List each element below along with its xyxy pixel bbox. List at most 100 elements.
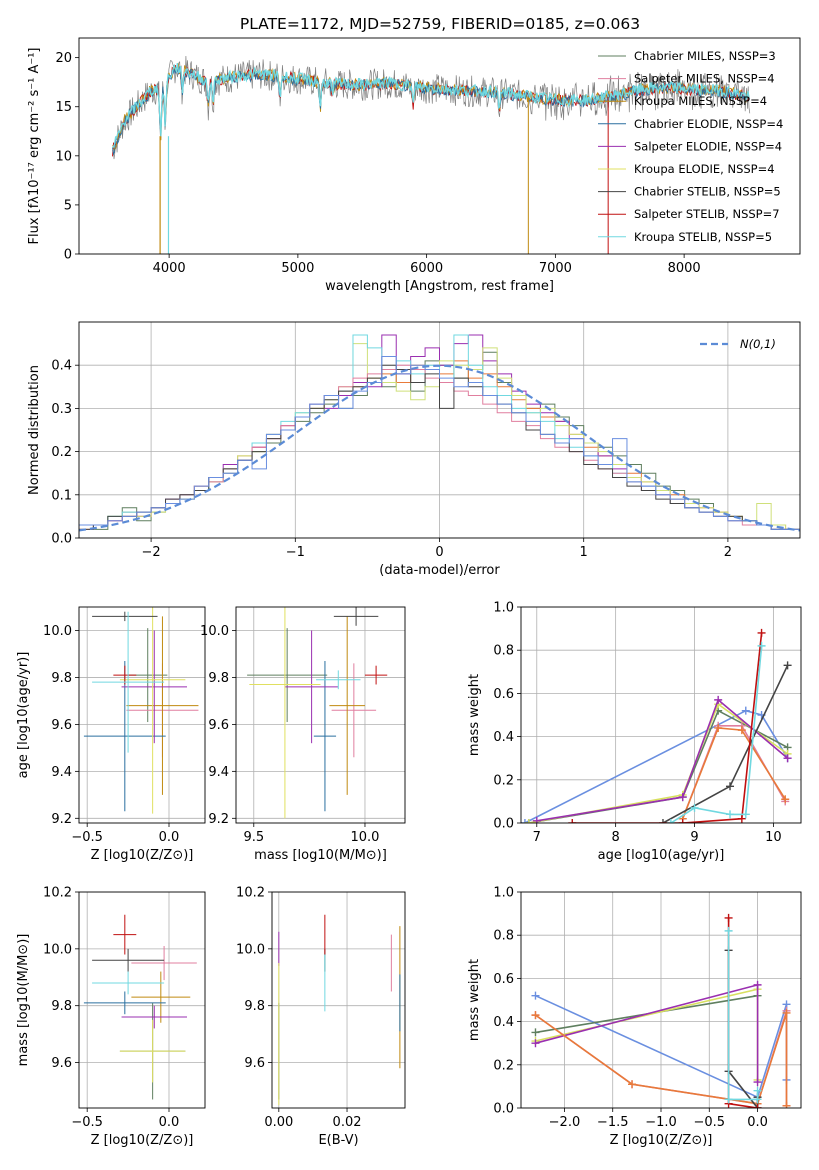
y-tick-label: 20 bbox=[55, 51, 72, 66]
y-tick-label: 0.8 bbox=[493, 644, 514, 659]
x-tick-label: −0.5 bbox=[71, 830, 103, 845]
x-tick-label: −1.0 bbox=[645, 1115, 677, 1130]
mass-weight-marker-kroupa_miles bbox=[782, 1101, 791, 1108]
mass-weight-marker-kroupa_miles bbox=[714, 723, 723, 732]
mass-weight-marker-chabrier_stelib bbox=[658, 819, 667, 823]
mass-weight-marker-salpeter_stelib bbox=[757, 628, 766, 637]
x-axis-label: Z [log10(Z/Z⊙)] bbox=[91, 848, 194, 863]
mass-weight-marker-salpeter_stelib bbox=[753, 1104, 762, 1108]
mass-weight-marker-salpeter_elodie bbox=[531, 1039, 540, 1048]
y-axis-label: Flux [fλ10⁻¹⁷ erg cm⁻² s⁻¹ A⁻¹] bbox=[27, 48, 42, 245]
x-tick-label: 0 bbox=[435, 545, 443, 560]
mass-weight-marker-kroupa_stelib bbox=[741, 810, 750, 819]
mass-weight-marker-kroupa_miles bbox=[737, 726, 746, 735]
mass-weight-marker-kroupa_miles bbox=[628, 1080, 637, 1089]
plot-area-mass_weight_vs_Z bbox=[521, 892, 801, 1108]
y-axis-label: mass weight bbox=[467, 674, 482, 756]
panel-age_vs_mass: 9.5 10.0 9.2 9.4 9.6 9.8 10.0 mass [log10(M/M⊙)… bbox=[200, 606, 406, 863]
y-axis-label: mass [log10(M/M⊙)] bbox=[16, 934, 31, 1067]
legend-label-normal: N(0,1) bbox=[740, 337, 776, 351]
y-tick-label: 0.4 bbox=[51, 359, 72, 374]
legend-label-kroupa_elodie: Kroupa ELODIE, NSSP=4 bbox=[634, 162, 775, 176]
x-tick-label: 0.02 bbox=[333, 1115, 362, 1130]
legend-label-chabrier_miles: Chabrier MILES, NSSP=3 bbox=[634, 49, 776, 63]
mass-weight-marker-kroupa_elodie bbox=[524, 819, 533, 823]
y-axis-label: mass weight bbox=[467, 959, 482, 1041]
mass-weight-line-salpeter_elodie bbox=[536, 698, 789, 822]
mass-weight-marker-salpeter_stelib bbox=[724, 913, 733, 922]
plot-area-residuals bbox=[79, 322, 800, 538]
mass-weight-line-kroupa_stelib bbox=[727, 930, 759, 1101]
x-tick-label: 10.0 bbox=[350, 830, 379, 845]
y-tick-label: 10.2 bbox=[43, 886, 72, 901]
axes-frame bbox=[78, 321, 801, 539]
x-tick-label: 7 bbox=[533, 830, 541, 845]
legend-label-salpeter_miles: Salpeter MILES, NSSP=4 bbox=[634, 72, 775, 86]
mass-weight-marker-chabrier_elodie bbox=[521, 819, 529, 823]
x-tick-label: 0.0 bbox=[747, 1115, 768, 1130]
model-spectrum-kroupa_stelib bbox=[112, 63, 750, 149]
x-axis-label: Z [log10(Z/Z⊙)] bbox=[91, 1133, 194, 1148]
y-axis-label: age [log10(age/yr)] bbox=[16, 652, 31, 779]
y-tick-label: 0.8 bbox=[493, 929, 514, 944]
y-tick-label: 0.4 bbox=[493, 730, 514, 745]
y-tick-label: 15 bbox=[55, 100, 72, 115]
panel-mass_weight_vs_Z: −2.0 −1.5 −1.0 −0.5 0.0 0.0 0.2 0.4 0.6 0.8 1.0 Z [… bbox=[467, 886, 802, 1148]
axes-frame bbox=[78, 37, 801, 255]
plot-area-spectrum bbox=[112, 55, 751, 254]
x-axis-label: E(B-V) bbox=[318, 1133, 358, 1148]
y-tick-label: 9.6 bbox=[51, 718, 72, 733]
y-tick-label: 0.0 bbox=[51, 532, 72, 547]
y-tick-label: 9.8 bbox=[51, 999, 72, 1014]
x-tick-label: 0.00 bbox=[264, 1115, 293, 1130]
mass-weight-marker-salpeter_stelib bbox=[568, 819, 577, 823]
axes-frame bbox=[235, 606, 406, 824]
x-tick-label: 7000 bbox=[539, 261, 572, 276]
plot-area-age_vs_Z bbox=[79, 607, 205, 823]
mass-weight-line-chabrier_stelib bbox=[727, 950, 759, 1108]
mass-weight-marker-kroupa_stelib bbox=[753, 1086, 762, 1095]
mass-weight-marker-kroupa_stelib bbox=[690, 803, 699, 812]
mass-weight-marker-salpeter_stelib bbox=[678, 819, 687, 823]
mass-weight-marker-salpeter_elodie bbox=[678, 793, 687, 802]
mass-weight-marker-kroupa_miles bbox=[781, 795, 790, 804]
y-tick-label: 9.6 bbox=[244, 1056, 265, 1071]
mass-weight-line-salpeter_stelib bbox=[572, 632, 763, 823]
x-axis-label: age [log10(age/yr)] bbox=[598, 848, 725, 863]
y-tick-label: 0.6 bbox=[493, 687, 514, 702]
y-tick-label: 0.0 bbox=[493, 1102, 514, 1117]
panel-age_vs_Z: −0.5 0.0 9.2 9.4 9.6 9.8 10.0 Z [log10(Z/Z⊙)] ag… bbox=[16, 606, 206, 863]
panel-mass_vs_EBV: 0.00 0.02 9.6 9.8 10.0 10.2 E(B-V) bbox=[236, 886, 406, 1148]
x-axis-label: mass [log10(M/M⊙)] bbox=[254, 848, 387, 863]
y-tick-label: 10.0 bbox=[200, 624, 229, 639]
axes-frame bbox=[520, 891, 802, 1109]
x-tick-label: −1 bbox=[286, 545, 305, 560]
y-tick-label: 0.0 bbox=[493, 817, 514, 832]
x-tick-label: 8 bbox=[612, 830, 620, 845]
mass-weight-marker-kroupa_stelib bbox=[753, 1095, 762, 1104]
x-tick-label: −2 bbox=[142, 545, 161, 560]
mass-weight-marker-chabrier_stelib bbox=[726, 782, 735, 791]
mass-weight-line-kroupa_miles bbox=[681, 727, 786, 819]
y-tick-label: 9.8 bbox=[208, 671, 229, 686]
x-tick-label: −1.5 bbox=[597, 1115, 629, 1130]
y-tick-label: 5 bbox=[64, 198, 72, 213]
x-tick-label: 9.5 bbox=[243, 830, 264, 845]
y-tick-label: 9.6 bbox=[208, 718, 229, 733]
y-tick-label: 0.1 bbox=[51, 488, 72, 503]
legend-label-salpeter_stelib: Salpeter STELIB, NSSP=7 bbox=[634, 207, 780, 221]
legend-label-kroupa_miles: Kroupa MILES, NSSP=4 bbox=[634, 94, 767, 108]
mass-weight-marker-chabrier_stelib bbox=[783, 661, 792, 670]
plot-area-mass_vs_Z bbox=[79, 892, 205, 1108]
x-tick-label: 1 bbox=[580, 545, 588, 560]
mass-weight-line-salpeter_miles bbox=[681, 724, 786, 819]
model-spectrum-chabrier_elodie bbox=[112, 65, 750, 156]
mass-weight-marker-kroupa_stelib bbox=[757, 641, 766, 650]
y-tick-label: 9.4 bbox=[208, 765, 229, 780]
mass-weight-marker-kroupa_miles bbox=[782, 1008, 791, 1017]
mass-weight-marker-kroupa_stelib bbox=[724, 1095, 733, 1104]
mass-weight-marker-kroupa_miles bbox=[531, 1011, 540, 1020]
axes-frame bbox=[78, 606, 206, 824]
plot-area-mass_vs_EBV bbox=[272, 892, 405, 1108]
y-tick-label: 0 bbox=[64, 248, 72, 263]
